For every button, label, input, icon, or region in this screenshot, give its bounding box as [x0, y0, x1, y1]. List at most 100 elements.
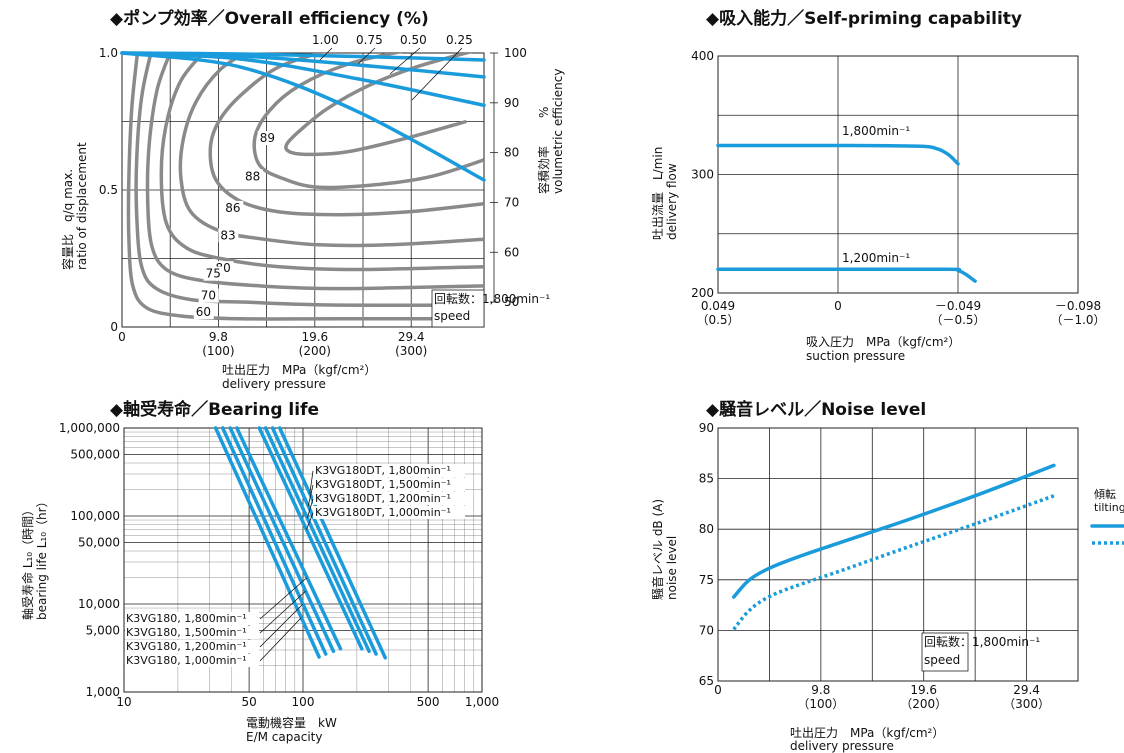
series-pointer — [306, 498, 314, 519]
legend-title-en: tilting — [1094, 501, 1124, 514]
contour-label-bg — [198, 288, 219, 303]
x-tick-sublabel: （－0.5） — [930, 313, 985, 327]
y-tick-label: 1,000,000 — [59, 421, 120, 435]
legend-title: 傾転 — [1094, 487, 1116, 501]
series-label-bg — [313, 478, 465, 491]
legend: 傾転 tilting — [1090, 487, 1124, 545]
y-axis-label-en: bearing life L₁₀（hr） — [35, 495, 49, 620]
x-tick-sublabel: (100) — [202, 344, 234, 358]
y2-axis-label: 容積効率 — [536, 146, 551, 194]
x-tick-label: 9.8 — [209, 330, 228, 344]
contour-label-bg — [193, 305, 214, 320]
contour-label-bg — [257, 131, 278, 146]
series-label: 1,200min⁻¹ — [842, 251, 910, 265]
x-tick-sublabel: (200) — [299, 344, 331, 358]
series-line — [220, 426, 328, 656]
chart-title: ◆吸入能力／Self-priming capability — [706, 8, 1022, 29]
series — [716, 143, 977, 283]
y2-tick-label: 60 — [504, 245, 519, 259]
chart-self-priming: ◆吸入能力／Self-priming capability 0.049（0.5）… — [651, 8, 1106, 363]
y-tick-label: 500,000 — [70, 447, 120, 461]
x-tick-label: 19.6 — [301, 330, 328, 344]
chart-title: ◆騒音レベル／Noise level — [706, 399, 926, 420]
x-axis-label-en: delivery pressure — [790, 739, 894, 753]
x-tick-label: 0 — [714, 683, 722, 697]
contour-70 — [134, 53, 484, 308]
series-label: K3VG180, 1,000min⁻¹ — [126, 654, 247, 667]
axis-ticks: 0 9.8（100） 19.6（200） 29.4（300） 65 70 75 80 85 90 — [699, 421, 1050, 711]
efficiency-contours: 8988868380757060 — [126, 53, 484, 321]
y-tick-label: 80 — [699, 522, 714, 536]
y2-axis-label-en: volumetric efficiency — [551, 69, 565, 194]
contour-89 — [284, 53, 473, 157]
x-tick-label: 500 — [417, 695, 440, 709]
series-label: K3VG180DT, 1,000min⁻¹ — [315, 506, 451, 519]
x-tick-label: －0.098 — [1055, 299, 1101, 313]
y2-tick-label: 80 — [504, 146, 519, 160]
y-tick-label: 1,000 — [86, 685, 120, 699]
y-tick-label: 200 — [691, 286, 714, 300]
plot-frame — [717, 427, 1079, 682]
series-line — [257, 426, 364, 651]
contour-83 — [178, 53, 484, 248]
chart-bearing-life: ◆軸受寿命／Bearing life 10 50 100 500 1,000 1,000 5… — [20, 399, 499, 744]
annotation-box — [431, 289, 485, 328]
series-line — [263, 426, 371, 654]
series-line — [270, 426, 378, 656]
x-axis-label-en: suction pressure — [806, 349, 905, 363]
y-axis-label: 騒音レベル dB (A) — [650, 499, 665, 600]
y-axis-label-en: noise level — [665, 536, 679, 600]
x-tick-sublabel: （300） — [1003, 697, 1050, 711]
arrow — [389, 47, 421, 75]
y-axis-label-en: delivery flow — [665, 163, 679, 240]
series-pointer — [259, 577, 308, 620]
contour-88 — [252, 53, 484, 190]
chart-title: ◆軸受寿命／Bearing life — [110, 399, 319, 420]
chart-noise-level: ◆騒音レベル／Noise level 0 9.8（100） 19.6（200） 29.… — [650, 399, 1124, 753]
x-tick-label: 100 — [292, 695, 315, 709]
series-pointer — [306, 512, 314, 530]
volumetric-efficiency-curves — [120, 51, 486, 182]
y2-tick-label: 100 — [504, 46, 527, 60]
series — [213, 426, 387, 660]
x-tick-label: 29.4 — [1013, 683, 1040, 697]
series-line — [235, 426, 343, 651]
series-pointer — [309, 470, 314, 494]
x-axis-label-en: delivery pressure — [222, 377, 326, 391]
series-pointer — [307, 484, 314, 507]
contour-86 — [208, 53, 484, 217]
series-label-bg — [125, 626, 259, 639]
x-tick-label: 9.8 — [811, 683, 830, 697]
displacement-label: 1.00 — [312, 33, 339, 47]
contour-label-89: 89 — [260, 131, 275, 145]
series-label-bg — [125, 640, 259, 653]
y2-tick-label: 90 — [504, 96, 519, 110]
plot-frame — [123, 427, 483, 693]
x-tick-label: 1,000 — [465, 695, 499, 709]
axis-ticks: 10 50 100 500 1,000 1,000 5,000 10,000 50,000 100… — [59, 421, 499, 709]
y-tick-label: 50,000 — [78, 535, 120, 549]
series-label: 1,800min⁻¹ — [842, 124, 910, 138]
x-tick-sublabel: (300) — [395, 344, 427, 358]
series-line — [213, 426, 321, 659]
y-tick-label: 75 — [699, 573, 714, 587]
contour-60 — [126, 53, 484, 321]
series-label-bg — [313, 492, 465, 505]
series-label-bg — [313, 506, 465, 519]
displacement-labels: 1.00 0.75 0.50 0.25 — [312, 33, 473, 101]
series-pointer — [259, 617, 302, 662]
series-label: K3VG180DT, 1,200min⁻¹ — [315, 492, 451, 505]
vol-eff-0.50 — [120, 51, 486, 108]
speed-annotation: 回転数：1,800min⁻¹ — [924, 634, 1040, 649]
y-axis-label-en: ratio of displacement — [75, 142, 89, 270]
y-tick-label: 300 — [691, 168, 714, 182]
contour-label-bg — [242, 169, 263, 184]
x-axis-label: 吐出圧力 MPa（kgf/cm²） — [222, 363, 376, 377]
contour-label-88: 88 — [245, 169, 260, 183]
speed-annotation-en: speed — [924, 653, 960, 667]
x-tick-sublabel: （200） — [900, 697, 947, 711]
series-line — [716, 143, 960, 166]
y-tick-label: 0 — [110, 320, 118, 334]
